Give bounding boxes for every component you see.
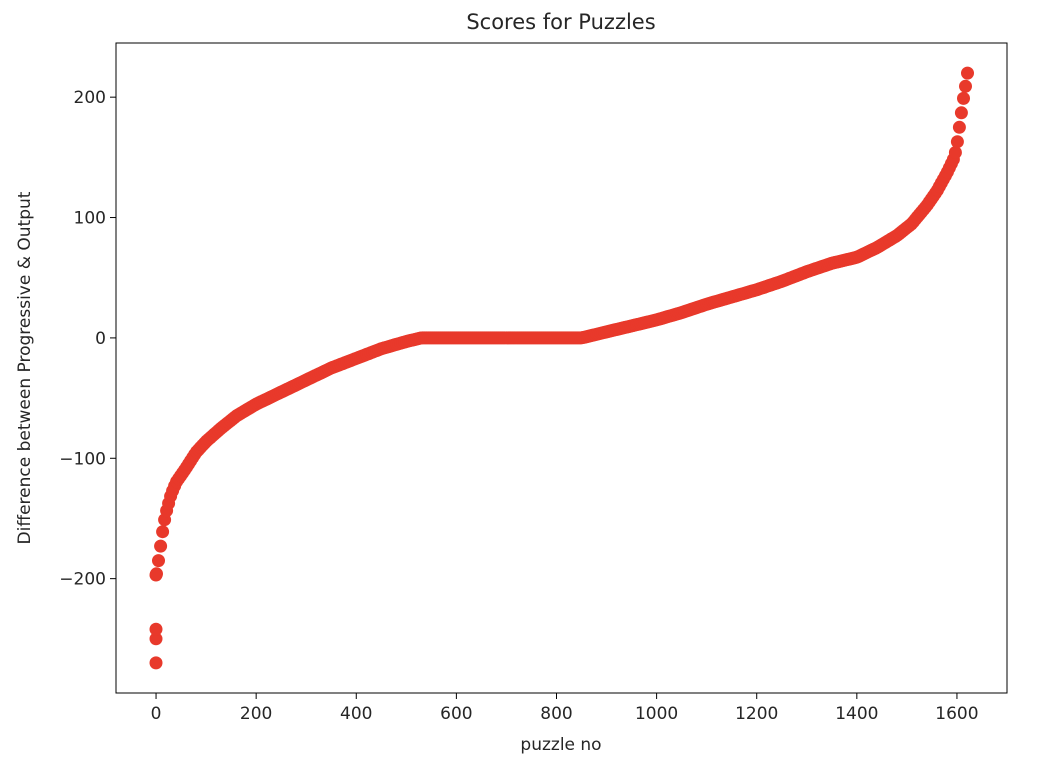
x-tick-label: 400 — [340, 704, 372, 724]
data-point — [961, 66, 974, 80]
data-point — [152, 554, 165, 568]
y-tick-label: 100 — [74, 209, 106, 229]
data-point — [156, 525, 170, 539]
plot-frame — [115, 42, 1008, 694]
x-tick-label: 0 — [151, 704, 162, 724]
x-tick-label: 1400 — [835, 704, 878, 724]
data-point — [959, 79, 972, 93]
x-axis-label: puzzle no — [520, 735, 601, 755]
data-point — [950, 135, 964, 149]
y-tick-label: 0 — [95, 329, 106, 349]
data-point — [154, 539, 168, 553]
x-tick-label: 600 — [440, 704, 472, 724]
data-point — [948, 146, 962, 159]
data-point — [957, 91, 970, 105]
data-points — [149, 66, 974, 670]
data-point — [149, 656, 163, 670]
data-point — [149, 632, 163, 646]
y-tick-label: 200 — [74, 88, 106, 108]
x-axis-ticks: 0 200 400 600 800 1000 1200 1400 1600 — [151, 693, 979, 724]
x-tick-label: 1000 — [635, 704, 678, 724]
x-tick-label: 1200 — [735, 704, 778, 724]
x-tick-label: 800 — [540, 704, 572, 724]
x-tick-label: 1600 — [935, 704, 978, 724]
data-point — [150, 567, 163, 581]
x-tick-label: 200 — [240, 704, 272, 724]
y-axis-label: Difference between Progressive & Output — [15, 191, 35, 544]
chart-title: Scores for Puzzles — [466, 10, 655, 34]
y-tick-label: −200 — [59, 570, 106, 590]
data-point — [149, 622, 163, 636]
y-tick-label: −100 — [59, 449, 106, 469]
data-point — [952, 120, 966, 134]
plot-area — [116, 43, 1007, 693]
y-axis-ticks: −200 −100 0 100 200 — [59, 88, 116, 590]
data-point — [954, 106, 968, 120]
